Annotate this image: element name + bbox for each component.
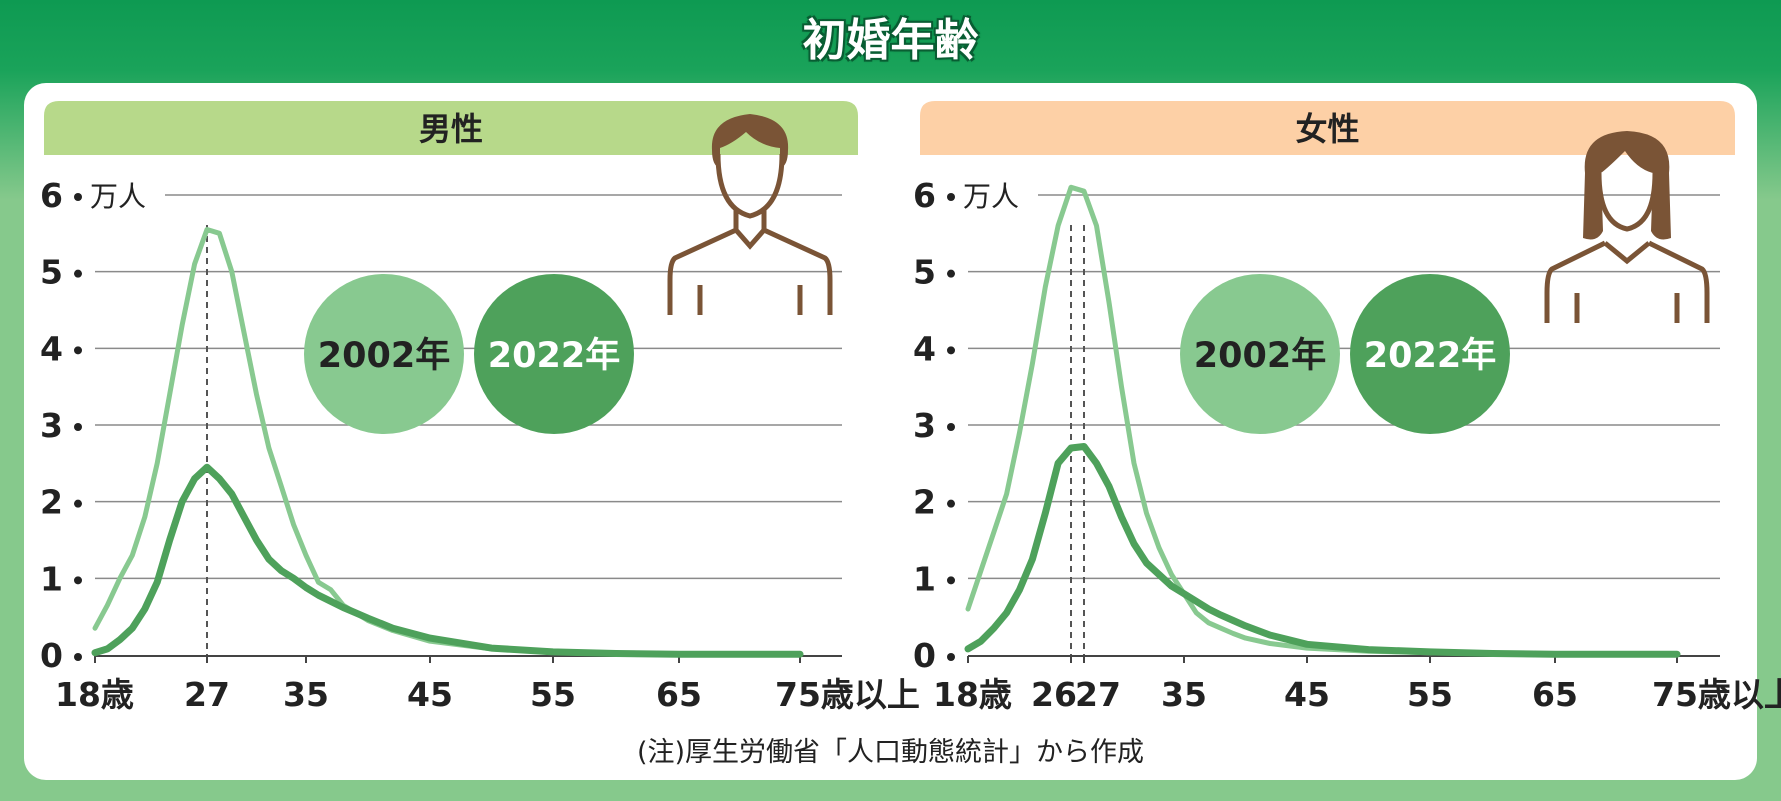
y-tick-label: 6 — [40, 176, 63, 215]
y-tick-dot — [947, 653, 955, 661]
y-tick-label: 2 — [913, 483, 936, 522]
series-line-2022年 — [91, 463, 804, 658]
y-tick-label: 0 — [40, 636, 63, 675]
y-tick-label: 5 — [40, 253, 63, 292]
y-tick-label: 4 — [40, 329, 63, 368]
legend-label: 2022年 — [1364, 336, 1496, 376]
shoulder-left — [1544, 240, 1607, 323]
y-tick-dot — [947, 193, 955, 201]
y-unit-label: 万人 — [90, 180, 146, 213]
y-tick-label: 5 — [913, 253, 936, 292]
legend-label: 2022年 — [488, 336, 620, 376]
y-tick-dot — [74, 346, 82, 355]
y-tick-dot — [74, 576, 82, 585]
x-tick-label: 35 — [283, 675, 329, 714]
x-tick-label: 75歳以上 — [775, 675, 920, 714]
y-tick-dot — [74, 193, 82, 201]
y-tick-dot — [74, 423, 82, 431]
x-tick-label: 55 — [1407, 675, 1453, 714]
legend-bubble — [474, 274, 634, 434]
x-tick-label: 45 — [1284, 675, 1330, 714]
x-tick-label: 75歳以上 — [1652, 675, 1781, 714]
face-outline — [715, 153, 785, 219]
x-tick-label: 18歳 — [55, 675, 134, 714]
hair-shape — [711, 114, 789, 168]
hair-shape — [1583, 131, 1671, 240]
y-unit-label: 万人 — [963, 180, 1019, 213]
legend-label: 2002年 — [1194, 336, 1326, 376]
x-tick-label: 55 — [530, 675, 576, 714]
shoulder-right — [761, 210, 833, 315]
x-tick-label: 27 — [184, 675, 230, 714]
x-tick-label: 27 — [1075, 675, 1121, 714]
legend-bubble — [304, 274, 464, 434]
y-tick-label: 2 — [40, 483, 63, 522]
y-tick-label: 4 — [913, 329, 936, 368]
face-outline — [1596, 172, 1658, 232]
y-tick-dot — [947, 423, 955, 431]
y-tick-dot — [947, 499, 955, 508]
panel-header — [920, 101, 1735, 155]
legend-label: 2002年 — [318, 336, 450, 376]
y-tick-dot — [947, 576, 955, 585]
y-tick-label: 3 — [40, 406, 63, 445]
panel-header — [44, 101, 858, 155]
y-tick-dot — [947, 346, 955, 355]
y-tick-label: 6 — [913, 176, 936, 215]
y-tick-dot — [947, 269, 955, 278]
x-tick-label: 18歳 — [933, 675, 1012, 714]
female-person-icon — [1544, 131, 1710, 323]
legend-bubble — [1180, 274, 1340, 434]
y-tick-dot — [74, 653, 82, 661]
content-panel — [24, 83, 1757, 780]
source-note: (注)厚生労働省「人口動態統計」から作成 — [636, 737, 1145, 768]
y-tick-label: 0 — [913, 636, 936, 675]
y-tick-label: 3 — [913, 406, 936, 445]
y-tick-dot — [74, 269, 82, 278]
x-tick-label: 65 — [1532, 675, 1578, 714]
collar — [1603, 241, 1651, 265]
x-tick-label: 26 — [1031, 675, 1077, 714]
y-tick-label: 1 — [40, 559, 63, 598]
x-tick-label: 65 — [656, 675, 702, 714]
x-tick-label: 45 — [407, 675, 453, 714]
legend-bubble — [1350, 274, 1510, 434]
y-tick-dot — [74, 499, 82, 508]
panel-title: 男性 — [419, 110, 483, 148]
x-tick-label: 35 — [1161, 675, 1207, 714]
series-line-2002年 — [92, 227, 803, 657]
shoulder-right — [1647, 240, 1710, 323]
series-line-2022年 — [964, 443, 1681, 658]
y-tick-label: 1 — [913, 559, 936, 598]
male-person-icon — [667, 114, 833, 315]
shoulder-left — [667, 210, 739, 315]
panel-title: 女性 — [1295, 110, 1359, 148]
collar — [734, 228, 766, 250]
page-title: 初婚年齢 — [802, 15, 979, 66]
